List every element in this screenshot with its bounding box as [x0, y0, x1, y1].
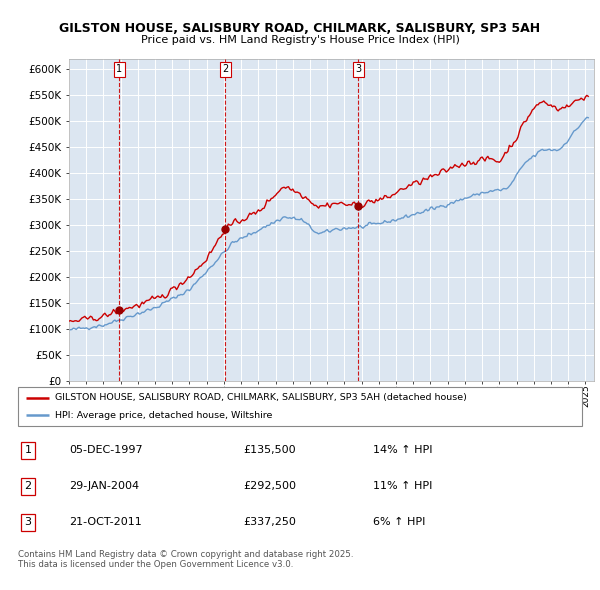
Text: 14% ↑ HPI: 14% ↑ HPI: [373, 445, 433, 455]
Text: £337,250: £337,250: [244, 517, 296, 527]
Text: 1: 1: [116, 64, 122, 74]
Text: Price paid vs. HM Land Registry's House Price Index (HPI): Price paid vs. HM Land Registry's House …: [140, 35, 460, 45]
Text: 2: 2: [222, 64, 229, 74]
Text: GILSTON HOUSE, SALISBURY ROAD, CHILMARK, SALISBURY, SP3 5AH: GILSTON HOUSE, SALISBURY ROAD, CHILMARK,…: [59, 22, 541, 35]
Text: 1: 1: [25, 445, 32, 455]
Text: 29-JAN-2004: 29-JAN-2004: [69, 481, 139, 491]
Text: 3: 3: [355, 64, 361, 74]
Text: 05-DEC-1997: 05-DEC-1997: [69, 445, 142, 455]
Text: 3: 3: [25, 517, 32, 527]
Text: GILSTON HOUSE, SALISBURY ROAD, CHILMARK, SALISBURY, SP3 5AH (detached house): GILSTON HOUSE, SALISBURY ROAD, CHILMARK,…: [55, 393, 467, 402]
Text: Contains HM Land Registry data © Crown copyright and database right 2025.
This d: Contains HM Land Registry data © Crown c…: [18, 550, 353, 569]
Text: 2: 2: [25, 481, 32, 491]
Text: 11% ↑ HPI: 11% ↑ HPI: [373, 481, 433, 491]
Text: 6% ↑ HPI: 6% ↑ HPI: [373, 517, 425, 527]
FancyBboxPatch shape: [18, 387, 582, 426]
Text: £292,500: £292,500: [244, 481, 296, 491]
Text: £135,500: £135,500: [244, 445, 296, 455]
Text: HPI: Average price, detached house, Wiltshire: HPI: Average price, detached house, Wilt…: [55, 411, 272, 420]
Text: 21-OCT-2011: 21-OCT-2011: [69, 517, 142, 527]
